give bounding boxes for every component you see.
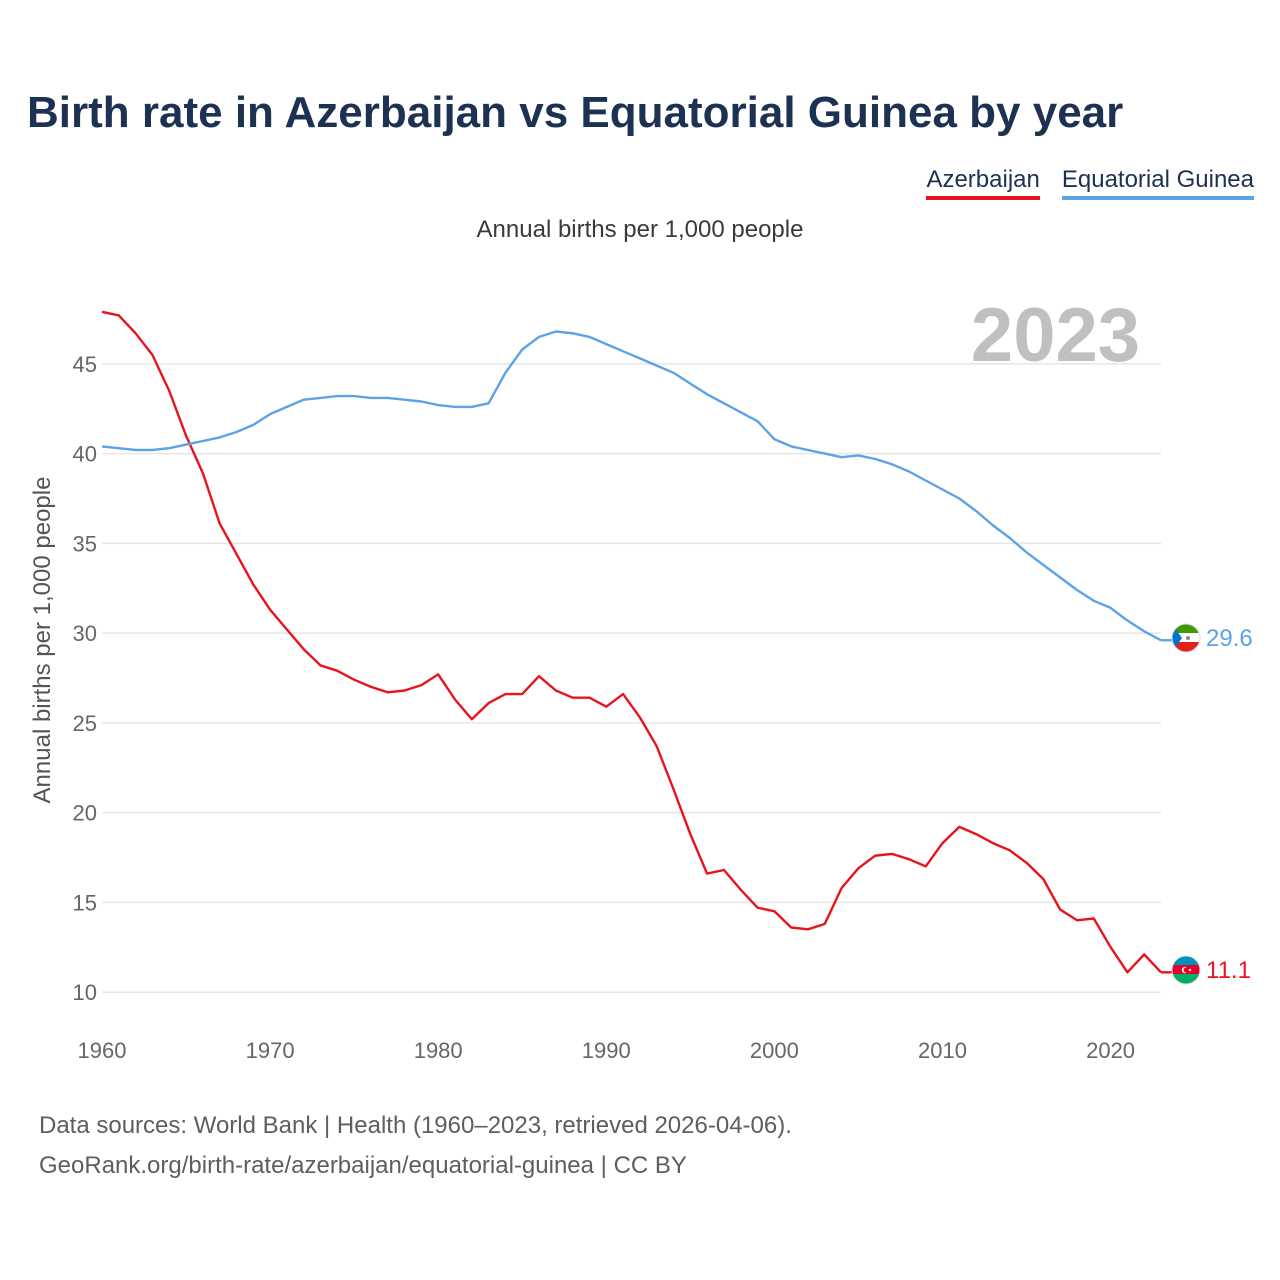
azerbaijan-flag-icon	[1172, 956, 1200, 984]
y-tick-label: 30	[73, 621, 97, 646]
y-axis-label: Annual births per 1,000 people	[29, 477, 56, 804]
legend-item-equatorial-guinea[interactable]: Equatorial Guinea	[1061, 166, 1254, 200]
chart-subtitle: Annual births per 1,000 people	[476, 216, 804, 243]
footer: Data sources: World Bank | Health (1960–…	[39, 1106, 792, 1186]
year-stamp: 2023	[970, 293, 1140, 378]
y-tick-label: 35	[73, 531, 97, 556]
x-tick-label: 2010	[918, 1038, 967, 1063]
y-tick-label: 10	[73, 980, 97, 1005]
series-line-equatorial-guinea[interactable]	[101, 330, 1162, 642]
equatorial-guinea-flag-ring	[1171, 623, 1201, 653]
y-tick-label: 20	[73, 801, 97, 826]
footer-url[interactable]: GeoRank.org/birth-rate/azerbaijan/equato…	[39, 1152, 687, 1179]
x-tick-label: 1980	[414, 1038, 463, 1063]
end-value-azerbaijan: 11.1	[1206, 957, 1251, 984]
series-line-azerbaijan[interactable]	[101, 310, 1162, 974]
y-tick-label: 40	[73, 442, 97, 467]
y-tick-label: 25	[73, 711, 97, 736]
equatorial-guinea-flag-icon	[1172, 624, 1200, 652]
azerbaijan-flag-ring	[1171, 955, 1201, 985]
chart-title: Birth rate in Azerbaijan vs Equatorial G…	[27, 88, 1124, 137]
x-tick-label: 2000	[750, 1038, 799, 1063]
footer-source: Data sources: World Bank | Health (1960–…	[39, 1112, 792, 1139]
legend-item-azerbaijan[interactable]: Azerbaijan	[926, 166, 1040, 200]
x-tick-label: 1960	[78, 1038, 127, 1063]
y-tick-label: 15	[73, 890, 97, 915]
legend: Azerbaijan Equatorial Guinea	[926, 166, 1254, 200]
end-value-equatorial-guinea: 29.6	[1206, 625, 1253, 652]
x-tick-label: 1970	[246, 1038, 295, 1063]
y-tick-label: 45	[73, 352, 97, 377]
x-tick-label: 1990	[582, 1038, 631, 1063]
x-tick-label: 2020	[1086, 1038, 1135, 1063]
